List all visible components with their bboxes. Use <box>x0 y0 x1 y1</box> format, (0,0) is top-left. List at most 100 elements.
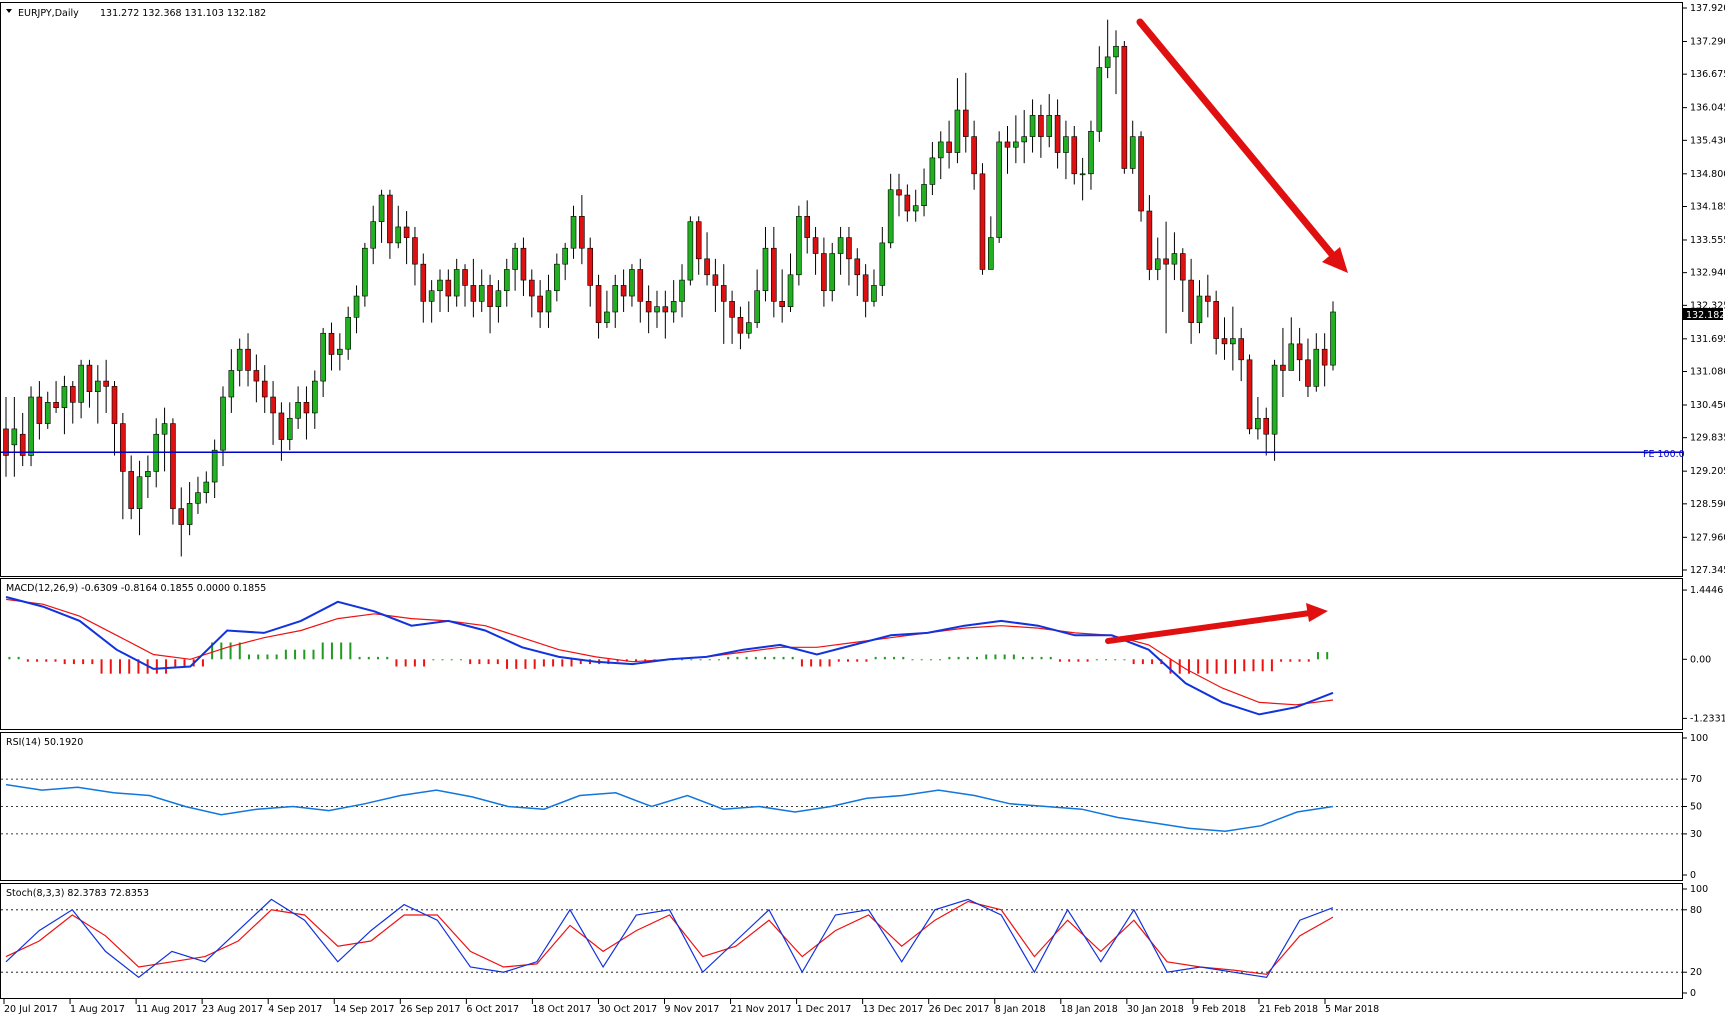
macd-histogram-bar <box>413 659 416 667</box>
macd-histogram-bar <box>1197 659 1200 674</box>
date-tick-label: 11 Aug 2017 <box>136 1004 197 1015</box>
macd-tick-label: -1.2331 <box>1690 713 1725 724</box>
macd-histogram-bar <box>229 642 232 660</box>
candle-body <box>136 476 143 509</box>
candle-body <box>912 205 919 212</box>
candle-body <box>495 290 502 307</box>
candle-body <box>453 269 460 297</box>
macd-histogram-bar <box>920 659 923 661</box>
candle-body <box>1205 295 1211 302</box>
candle-body <box>1246 359 1253 430</box>
macd-histogram-bar <box>810 659 813 667</box>
date-tick-label: 30 Jan 2018 <box>1127 1004 1184 1015</box>
candle-body <box>887 189 894 244</box>
candle-body <box>11 428 18 446</box>
date-tick-label: 8 Jan 2018 <box>995 1004 1046 1015</box>
macd-histogram-bar <box>957 656 960 660</box>
date-tick-label: 18 Jan 2018 <box>1061 1004 1118 1015</box>
price-tick-label: 131.080 <box>1690 367 1725 378</box>
macd-histogram-bar <box>1086 659 1089 662</box>
candle-body <box>787 274 794 307</box>
candle-body <box>203 481 210 493</box>
stoch-main-line <box>5 898 1334 979</box>
price-tick-label: 136.675 <box>1690 69 1725 80</box>
macd-histogram-bar <box>404 659 407 667</box>
candle-body <box>687 221 694 281</box>
candle-body <box>28 396 34 456</box>
macd-histogram-bar <box>321 642 324 660</box>
candle-body <box>1288 343 1295 371</box>
macd-histogram-bar <box>948 656 951 660</box>
candle-body <box>253 370 260 382</box>
candle-body <box>228 370 235 398</box>
candle-body <box>1071 136 1078 175</box>
date-tick-label: 13 Dec 2017 <box>863 1004 924 1015</box>
macd-histogram-bar <box>542 659 545 667</box>
macd-histogram-bar <box>1169 659 1172 674</box>
price-tick-label: 137.920 <box>1690 3 1725 14</box>
macd-histogram-bar <box>800 659 803 667</box>
date-tick-label: 14 Sep 2017 <box>334 1004 394 1015</box>
macd-panel-frame <box>0 578 1683 730</box>
candle-body <box>462 269 468 286</box>
candle-body <box>1096 67 1103 132</box>
macd-histogram-bar <box>1206 659 1209 674</box>
macd-histogram-bar <box>976 656 979 660</box>
candle-body <box>512 247 518 270</box>
macd-histogram-bar <box>939 659 942 661</box>
macd-histogram-bar <box>8 656 11 660</box>
date-tick-label: 23 Aug 2017 <box>202 1004 263 1015</box>
macd-histogram-bar <box>386 656 389 660</box>
rsi-tick-label: 50 <box>1690 802 1702 813</box>
date-tick-label: 1 Dec 2017 <box>797 1004 852 1015</box>
candle-body <box>979 173 986 270</box>
rsi-tick-label: 0 <box>1690 870 1696 881</box>
candle-body <box>587 247 594 286</box>
candle-body <box>362 247 368 297</box>
macd-histogram-bar <box>395 659 398 667</box>
date-tick-label: 21 Nov 2017 <box>731 1004 792 1015</box>
macd-histogram-bar <box>82 659 85 665</box>
macd-histogram-bar <box>17 656 20 660</box>
candle-body <box>170 423 176 509</box>
candle-body <box>821 253 827 292</box>
macd-histogram-bar <box>1114 659 1117 661</box>
candle-body <box>996 141 1002 238</box>
date-tick-label: 6 Oct 2017 <box>466 1004 519 1015</box>
candle-body <box>871 285 877 302</box>
date-tick-label: 26 Sep 2017 <box>400 1004 460 1015</box>
macd-histogram-bar <box>1068 659 1071 662</box>
macd-histogram-bar <box>754 656 757 660</box>
candle-body <box>645 301 652 313</box>
macd-histogram-bar <box>1031 656 1034 660</box>
macd-histogram-bar <box>865 659 868 662</box>
macd-histogram-bar <box>994 654 997 660</box>
macd-histogram-bar <box>552 659 555 667</box>
macd-histogram-bar <box>349 642 352 660</box>
macd-histogram-bar <box>773 656 776 660</box>
candle-body <box>837 237 844 254</box>
macd-histogram-bar <box>1022 656 1025 660</box>
macd-histogram-bar <box>883 656 886 660</box>
candle-body <box>829 253 836 292</box>
candle-body <box>295 402 301 419</box>
macd-histogram-bar <box>561 659 564 667</box>
candle-body <box>1121 45 1128 169</box>
date-axis: 20 Jul 2017 1 Aug 2017 11 Aug 2017 23 Aug 2… <box>3 999 1379 1015</box>
price-tick-label: 127.960 <box>1690 532 1725 543</box>
macd-histogram-bar <box>506 659 509 669</box>
main-panel-frame <box>0 2 1683 577</box>
candle-body <box>353 295 360 318</box>
candle-body <box>1013 141 1019 148</box>
stoch-panel-frame <box>0 883 1683 999</box>
candle-body <box>554 263 560 292</box>
candle-body <box>195 492 201 504</box>
macd-histogram-bar <box>377 656 380 660</box>
macd-histogram-bar <box>1243 659 1246 672</box>
candle-body <box>128 471 134 509</box>
candle-body <box>729 301 735 318</box>
candle-body <box>720 285 727 302</box>
divergence-arrow <box>1105 603 1328 644</box>
macd-histogram-bar <box>358 656 361 660</box>
collapse-triangle-icon[interactable] <box>6 9 12 13</box>
